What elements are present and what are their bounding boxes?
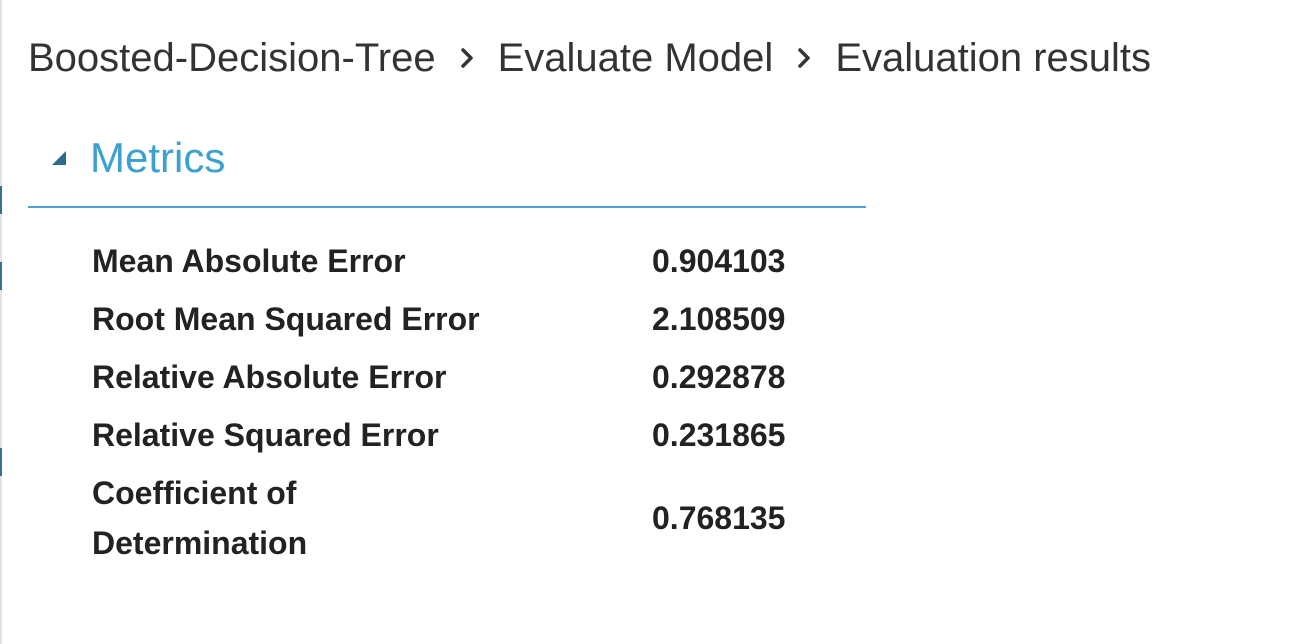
metrics-table: Mean Absolute Error 0.904103 Root Mean S… (92, 232, 852, 572)
metric-row-relative-absolute-error: Relative Absolute Error 0.292878 (92, 348, 852, 406)
breadcrumb-item-experiment[interactable]: Boosted-Decision-Tree (28, 35, 436, 80)
metric-value: 0.904103 (652, 242, 786, 279)
chevron-right-icon (456, 47, 478, 69)
edge-marker (0, 186, 2, 214)
breadcrumb-item-current: Evaluation results (835, 35, 1152, 80)
metric-value: 2.108509 (652, 300, 786, 337)
edge-marker (0, 448, 2, 476)
metric-row-root-mean-squared-error: Root Mean Squared Error 2.108509 (92, 290, 852, 348)
metric-label: Relative Absolute Error (92, 359, 447, 395)
metric-label: Coefficient of Determination (92, 475, 308, 561)
metric-row-mean-absolute-error: Mean Absolute Error 0.904103 (92, 232, 852, 290)
collapse-triangle-icon[interactable] (50, 148, 70, 168)
metric-label: Relative Squared Error (92, 417, 439, 453)
breadcrumb-item-module[interactable]: Evaluate Model (497, 35, 774, 80)
metric-value: 0.231865 (652, 416, 786, 453)
metric-value: 0.768135 (652, 499, 786, 536)
section-divider (28, 206, 866, 208)
section-title: Metrics (90, 134, 226, 181)
metrics-section-header[interactable]: Metrics (50, 132, 225, 184)
left-edge-border (0, 0, 2, 644)
metric-label: Mean Absolute Error (92, 243, 406, 279)
metric-value: 0.292878 (652, 358, 786, 395)
breadcrumb: Boosted-Decision-Tree Evaluate Model Eva… (28, 30, 1151, 86)
metric-row-coefficient-of-determination: Coefficient of Determination 0.768135 (92, 464, 852, 572)
edge-marker (0, 262, 2, 290)
metric-label: Root Mean Squared Error (92, 301, 480, 337)
chevron-right-icon (793, 47, 815, 69)
metric-row-relative-squared-error: Relative Squared Error 0.231865 (92, 406, 852, 464)
